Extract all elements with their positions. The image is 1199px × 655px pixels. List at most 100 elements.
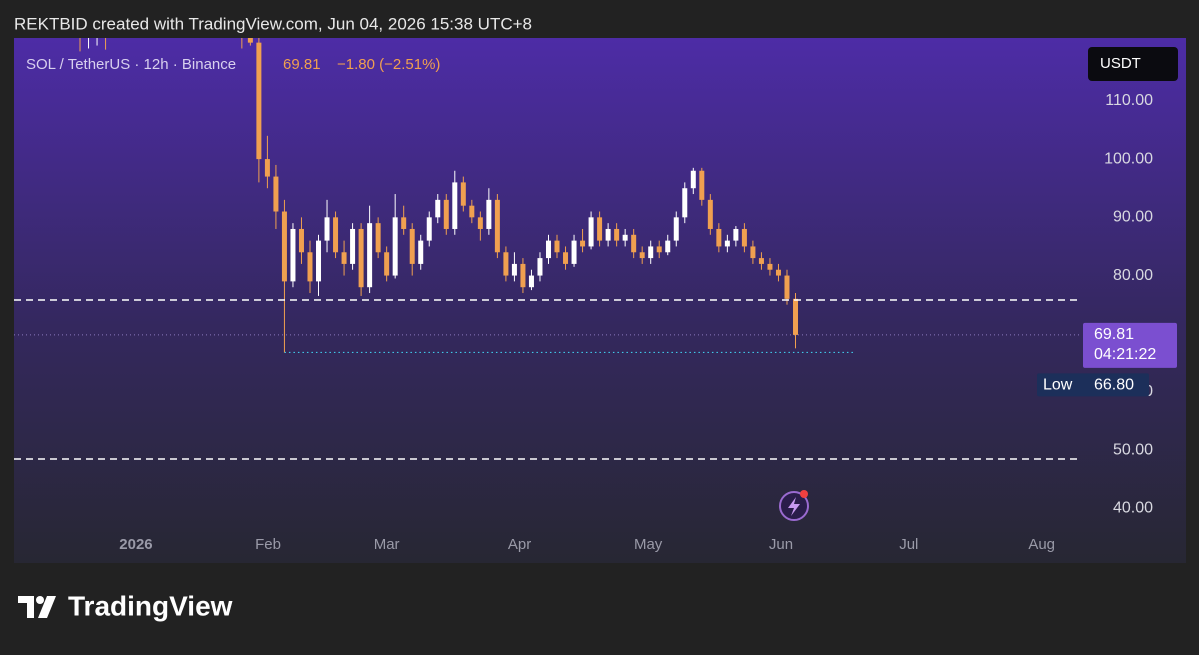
logo xyxy=(18,596,56,618)
x-tick-label: Jul xyxy=(899,536,918,553)
candle-body xyxy=(775,269,781,276)
candle-body xyxy=(273,176,279,212)
y-tick-label: 110.00 xyxy=(1105,92,1153,109)
candle-body xyxy=(290,228,296,282)
candle-body xyxy=(188,2,193,8)
candle-body xyxy=(588,217,594,247)
candle-body xyxy=(409,228,415,264)
candle-body xyxy=(537,258,543,276)
candle-body xyxy=(197,0,202,8)
y-tick-label: 40.00 xyxy=(1113,500,1153,517)
candle-body xyxy=(699,170,705,200)
last-price-header: 69.81 xyxy=(283,56,321,73)
candle-body xyxy=(443,199,449,229)
candle-body xyxy=(733,228,739,241)
candle-body xyxy=(375,223,381,253)
candle-body xyxy=(741,228,747,247)
change: −1.80 (−2.51%) xyxy=(337,56,440,73)
x-tick-label: Aug xyxy=(1028,536,1055,553)
x-tick-label: Mar xyxy=(374,536,400,553)
x-tick-label: Apr xyxy=(508,536,531,553)
candle-body xyxy=(648,246,654,259)
footer-logo: TradingView xyxy=(68,590,233,621)
currency[interactable]: USDT xyxy=(1100,55,1141,72)
x-tick-label: May xyxy=(634,536,663,553)
candle-body xyxy=(665,240,671,253)
candle-body xyxy=(477,217,483,229)
candle-body xyxy=(597,217,603,241)
candle-body xyxy=(180,0,185,2)
overlay: 40.0050.0060.0080.0090.00100.00110.00202… xyxy=(14,92,1177,553)
candle-body xyxy=(350,228,356,264)
candle-body xyxy=(222,8,227,14)
x-tick-label: Feb xyxy=(255,536,281,553)
candle-body xyxy=(486,199,492,229)
candle-body xyxy=(528,275,534,288)
candle-body xyxy=(298,228,304,253)
candle-body xyxy=(316,240,322,282)
candle-body xyxy=(758,258,764,264)
y-tick-label: 50.00 xyxy=(1113,441,1153,458)
candle-body xyxy=(460,182,466,206)
low-value: 66.80 xyxy=(1094,377,1134,394)
candle-body xyxy=(631,234,637,253)
candle-body xyxy=(324,217,330,241)
candle-body xyxy=(767,263,773,270)
candle-body xyxy=(281,211,287,282)
candle-body xyxy=(793,298,799,335)
alert-bolt xyxy=(788,497,800,516)
candle-body xyxy=(682,188,688,218)
candle-body xyxy=(418,240,424,264)
candle-body xyxy=(503,252,509,276)
price-tag xyxy=(1083,322,1177,368)
candle-body xyxy=(605,228,611,241)
candle-body xyxy=(341,252,347,264)
y-tick-label: 80.00 xyxy=(1113,267,1153,284)
candle-body xyxy=(639,252,645,259)
candle-body xyxy=(264,159,270,177)
low-label: Low xyxy=(1043,377,1073,394)
candle-body xyxy=(307,252,313,282)
candle-body xyxy=(707,199,713,229)
candle-body xyxy=(571,240,577,264)
candle-body xyxy=(392,217,398,276)
candle-body xyxy=(554,240,560,253)
plot xyxy=(14,0,1080,354)
low-tag xyxy=(1037,373,1149,397)
candle-body xyxy=(426,217,432,241)
candle-body xyxy=(622,234,628,241)
countdown: 04:21:22 xyxy=(1094,346,1156,363)
x-tick-label: Jun xyxy=(769,536,793,553)
candle-body xyxy=(247,38,253,43)
candle-body xyxy=(469,205,475,218)
candle-body xyxy=(358,228,364,288)
candle-body xyxy=(545,240,551,259)
candle-body xyxy=(716,228,722,247)
candle-body xyxy=(750,246,756,259)
candle-body xyxy=(563,252,569,264)
candle-body xyxy=(120,0,125,2)
candle-body xyxy=(205,0,210,8)
price-tag-value: 69.81 xyxy=(1094,326,1134,343)
x-tick-label: 2026 xyxy=(119,536,152,553)
candle-body xyxy=(333,217,339,253)
candle-body xyxy=(511,263,517,276)
candle-body xyxy=(401,217,407,229)
candle-body xyxy=(384,252,390,276)
candle-body xyxy=(656,246,662,253)
candle-body xyxy=(690,170,696,189)
candle-body xyxy=(614,228,620,241)
candle-body xyxy=(520,263,526,288)
alert-dot xyxy=(800,490,808,498)
symbol: SOL / TetherUS · 12h · Binance xyxy=(26,56,236,73)
y-tick-label: 100.00 xyxy=(1104,150,1153,167)
candle-body xyxy=(494,199,500,253)
header-text: REKTBID created with TradingView.com, Ju… xyxy=(14,14,532,33)
candle-body xyxy=(367,223,373,288)
currency-button[interactable] xyxy=(1088,47,1178,81)
candle-body xyxy=(784,275,790,299)
candle-body xyxy=(724,240,730,247)
candle-body xyxy=(580,240,586,247)
candle-body xyxy=(673,217,679,241)
